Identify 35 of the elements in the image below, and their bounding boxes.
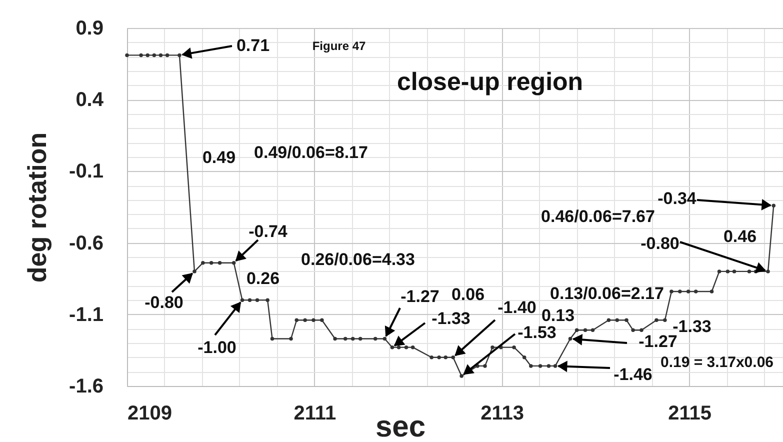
y-tick-label: 0.4 xyxy=(76,89,104,112)
annotation: -1.46 xyxy=(614,365,652,384)
annotation: 0.26/0.06=4.33 xyxy=(301,250,415,269)
y-tick-label: -0.1 xyxy=(69,160,104,183)
annotation: 0.71 xyxy=(236,36,270,55)
x-tick-label: 2115 xyxy=(668,402,712,424)
annotation: 0.26 xyxy=(246,269,280,288)
annotation: -1.53 xyxy=(518,323,556,342)
y-tick-label: -1.6 xyxy=(69,376,104,398)
x-axis-title: sec xyxy=(375,410,426,442)
annotation: -1.33 xyxy=(432,309,470,328)
annotation: Figure 47 xyxy=(312,39,366,53)
y-axis-title: deg rotation xyxy=(22,132,52,283)
annotation: 0.49 xyxy=(202,148,236,167)
y-tick-label: -1.1 xyxy=(69,304,104,326)
y-tick-label: 0.9 xyxy=(76,18,104,40)
x-tick-label: 2109 xyxy=(128,402,172,424)
annotation: -0.80 xyxy=(144,293,184,312)
x-tick-label: 2113 xyxy=(480,402,524,424)
annotation: 0.46 xyxy=(723,227,757,246)
annotation: -1.00 xyxy=(198,338,236,357)
x-tick-label: 2111 xyxy=(294,402,336,424)
annotation: -0.80 xyxy=(640,234,680,253)
annotation: 0.13 xyxy=(541,306,575,325)
annotation: 0.13/0.06=2.17 xyxy=(550,284,664,303)
annotation: -0.34 xyxy=(658,189,697,208)
annotation: -0.74 xyxy=(248,222,288,241)
annotation: 0.06 xyxy=(451,285,485,304)
annotation: -1.27 xyxy=(400,287,440,306)
annotation: -1.40 xyxy=(498,298,536,317)
annotation: 0.19 = 3.17x0.06 xyxy=(660,354,774,371)
annotation: close-up region xyxy=(396,68,584,96)
annotation: 0.49/0.06=8.17 xyxy=(254,143,368,162)
annotation: 0.46/0.06=7.67 xyxy=(541,207,655,226)
y-tick-label: -0.6 xyxy=(69,232,104,254)
